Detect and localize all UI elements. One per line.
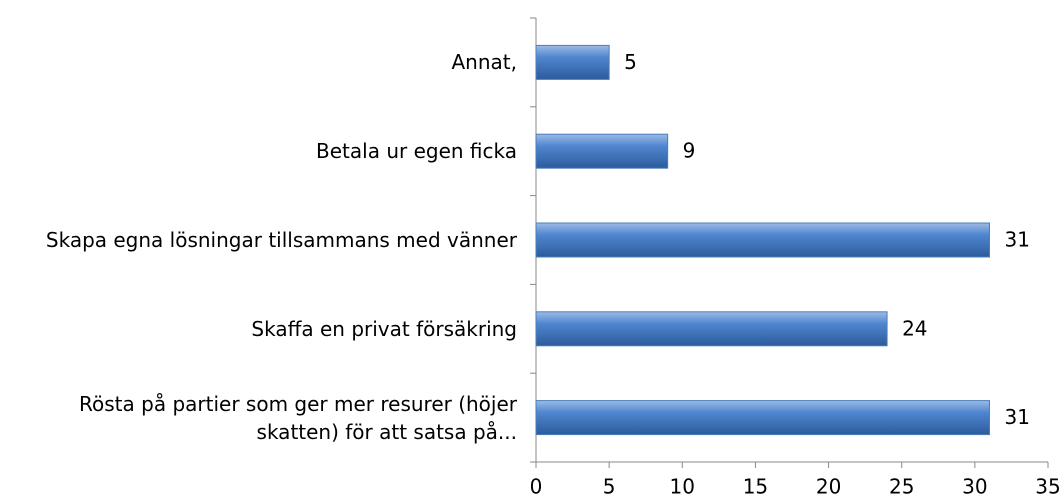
data-label: 9 bbox=[683, 139, 696, 163]
data-label: 24 bbox=[902, 316, 927, 340]
data-label: 31 bbox=[1004, 405, 1029, 429]
x-tick-label: 5 bbox=[603, 475, 616, 498]
data-label: 31 bbox=[1004, 228, 1029, 252]
bar bbox=[535, 311, 888, 347]
category-label: Betala ur egen ficka bbox=[316, 139, 517, 164]
x-tick-label: 0 bbox=[530, 475, 543, 498]
category-label: Skaffa en privat försäkring bbox=[251, 316, 517, 341]
bar bbox=[535, 400, 990, 436]
category-label: Annat, bbox=[451, 50, 518, 75]
category-label: Skapa egna lösningar tillsammans med vän… bbox=[45, 228, 517, 252]
bar bbox=[535, 133, 669, 169]
bar bbox=[535, 222, 990, 258]
x-tick-label: 15 bbox=[743, 475, 768, 498]
x-tick-label: 25 bbox=[889, 475, 914, 498]
bar bbox=[535, 44, 610, 80]
category-label: Rösta på partier som ger mer resurer (hö… bbox=[79, 391, 517, 444]
data-label: 5 bbox=[624, 50, 637, 74]
x-tick-label: 30 bbox=[962, 475, 987, 498]
x-tick-label: 20 bbox=[816, 475, 841, 498]
x-tick-label: 35 bbox=[1035, 475, 1060, 498]
x-tick-label: 10 bbox=[670, 475, 695, 498]
